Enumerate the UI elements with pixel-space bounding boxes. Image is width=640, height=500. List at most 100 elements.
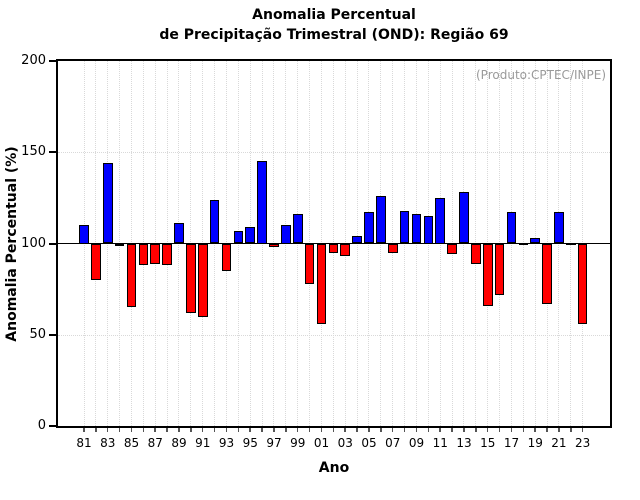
x-tick xyxy=(142,426,145,432)
y-tick xyxy=(49,151,56,154)
bar-1998 xyxy=(281,225,291,244)
x-tick-label: 01 xyxy=(313,436,330,450)
y-tick-label: 200 xyxy=(21,53,46,68)
x-tick xyxy=(225,426,228,432)
x-tick xyxy=(130,426,133,432)
y-tick-label: 150 xyxy=(21,144,46,160)
x-tick xyxy=(308,426,311,432)
x-tick-label: 19 xyxy=(527,436,543,450)
plot-area: (Produto:CPTEC/INPE) xyxy=(56,59,612,428)
x-tick-label: 95 xyxy=(242,436,258,450)
bar-1983 xyxy=(102,163,113,244)
x-tick xyxy=(249,426,251,432)
x-tick-label: 05 xyxy=(361,436,377,450)
x-tick xyxy=(166,426,168,432)
chart-title-line2: de Precipitação Trimestral (OND): Região… xyxy=(159,27,509,43)
x-tick xyxy=(83,426,85,432)
x-tick xyxy=(510,426,513,432)
x-tick xyxy=(273,426,275,432)
x-tick-label: 81 xyxy=(76,436,92,450)
bar-2002 xyxy=(328,243,339,253)
bar-2001 xyxy=(316,243,327,324)
bar-1986 xyxy=(138,243,149,266)
x-tick-label: 09 xyxy=(408,436,425,450)
bar-1997 xyxy=(269,243,279,248)
bar-2009 xyxy=(411,214,422,244)
x-tick xyxy=(558,426,560,432)
bar-2014 xyxy=(471,243,481,264)
bar-1994 xyxy=(233,230,244,244)
source-annotation: (Produto:CPTEC/INPE) xyxy=(476,68,606,82)
bar-2007 xyxy=(387,243,398,253)
x-tick xyxy=(427,426,430,432)
x-tick xyxy=(570,426,572,432)
y-tick xyxy=(49,425,56,427)
x-tick-label: 17 xyxy=(503,436,520,450)
x-tick-label: 93 xyxy=(218,436,235,450)
gridline-horizontal xyxy=(58,334,610,336)
y-tick-label: 0 xyxy=(37,418,46,433)
bar-2010 xyxy=(423,216,434,244)
x-tick-label: 15 xyxy=(480,436,496,450)
y-tick-label: 50 xyxy=(29,326,46,342)
x-tick xyxy=(320,426,323,432)
bar-2017 xyxy=(506,212,517,244)
bar-2022 xyxy=(566,242,576,245)
x-tick xyxy=(201,426,204,432)
x-tick xyxy=(439,426,441,432)
y-tick xyxy=(49,333,56,336)
y-tick-label: 100 xyxy=(21,235,46,251)
bar-2023 xyxy=(577,243,588,324)
y-tick xyxy=(49,242,56,245)
bar-2021 xyxy=(554,212,564,244)
x-tick-label: 91 xyxy=(195,436,211,450)
bar-1985 xyxy=(126,243,137,308)
x-tick-label: 13 xyxy=(456,436,472,450)
x-tick-label: 85 xyxy=(123,436,140,450)
x-tick xyxy=(415,426,418,432)
x-tick-label: 89 xyxy=(171,436,187,450)
bar-1996 xyxy=(257,161,267,244)
bar-1989 xyxy=(174,223,184,244)
bar-2005 xyxy=(364,212,374,244)
x-tick xyxy=(154,426,156,432)
bar-1995 xyxy=(245,227,256,244)
x-tick xyxy=(451,426,453,432)
bar-2016 xyxy=(494,243,505,295)
x-tick-label: 11 xyxy=(432,436,448,450)
bar-2003 xyxy=(340,243,351,257)
bar-2020 xyxy=(542,243,552,304)
x-tick xyxy=(522,426,525,432)
bar-1981 xyxy=(79,225,89,244)
x-tick-label: 07 xyxy=(385,436,401,450)
bar-1987 xyxy=(150,243,161,264)
x-tick xyxy=(391,426,394,432)
bar-1991 xyxy=(197,243,208,317)
x-tick xyxy=(106,426,109,432)
x-tick xyxy=(368,426,370,432)
x-tick xyxy=(546,426,548,432)
x-tick xyxy=(344,426,346,432)
bar-2019 xyxy=(530,238,540,244)
bar-2000 xyxy=(304,243,315,284)
x-tick-label: 23 xyxy=(575,436,591,450)
x-tick-label: 97 xyxy=(266,436,282,450)
gridline-horizontal xyxy=(58,152,610,154)
x-tick-label: 03 xyxy=(337,436,353,450)
bar-2011 xyxy=(435,197,445,244)
bar-1993 xyxy=(221,243,232,271)
x-tick xyxy=(285,426,287,432)
x-tick xyxy=(475,426,477,432)
x-tick-label: 21 xyxy=(551,436,567,450)
bar-2018 xyxy=(518,242,529,245)
x-tick-label: 99 xyxy=(290,436,306,450)
bar-2015 xyxy=(482,243,493,306)
bar-1992 xyxy=(209,199,220,244)
bar-1984 xyxy=(114,243,125,246)
x-tick xyxy=(261,426,263,432)
bar-1988 xyxy=(162,243,172,266)
bar-2008 xyxy=(399,210,410,244)
y-tick xyxy=(49,60,56,62)
x-tick xyxy=(118,426,121,432)
